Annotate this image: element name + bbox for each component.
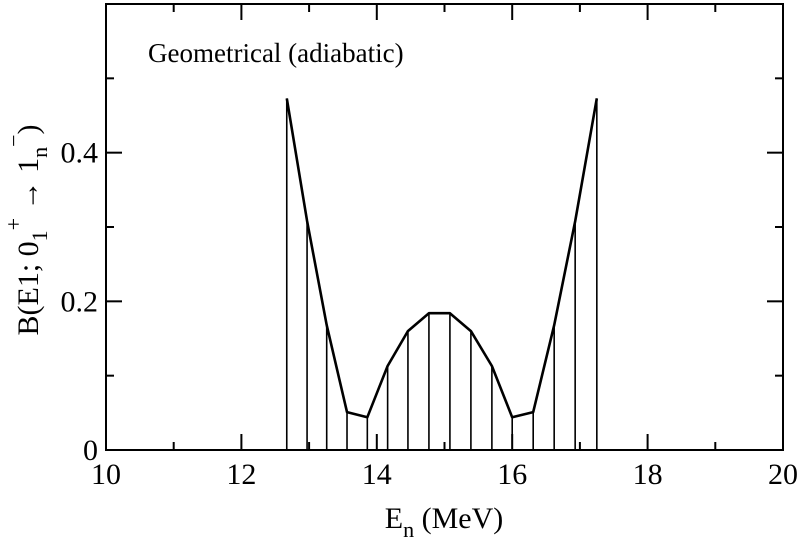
x-tick-label: 14 — [362, 458, 392, 491]
x-tick-labels: 10 12 14 16 18 20 — [91, 458, 798, 491]
x-tick-label: 18 — [633, 458, 663, 491]
y-axis-title-sup2: − — [1, 134, 26, 146]
y-axis-title-part1: B(E1; 0 — [12, 241, 45, 335]
y-axis-title-close: ) — [12, 124, 45, 134]
x-axis-title-rest: (MeV) — [414, 502, 503, 535]
x-tick-label: 20 — [768, 458, 798, 491]
x-tick-label: 12 — [226, 458, 256, 491]
series-line — [285, 98, 599, 419]
x-tick-label: 10 — [91, 458, 121, 491]
x-tick-label: 16 — [497, 458, 527, 491]
y-axis-title: B(E1; 01+ → 1n−) — [1, 124, 52, 335]
x-axis-title-main: E — [385, 502, 403, 535]
y-tick-labels: 0 0.2 0.4 — [61, 137, 99, 467]
y-axis-title-sup1: + — [1, 218, 26, 230]
y-tick-label: 0 — [83, 434, 98, 467]
y-tick-label: 0.4 — [61, 137, 99, 170]
ticks-layer — [105, 4, 784, 451]
x-axis-title: En (MeV) — [385, 502, 503, 542]
y-axis-title-sub2: n — [27, 147, 52, 158]
y-tick-label: 0.2 — [61, 285, 99, 318]
plot-frame — [105, 3, 784, 451]
y-axis-title-arrow: → 1 — [12, 158, 45, 218]
stems-layer — [285, 98, 598, 450]
y-axis-title-sub1: 1 — [27, 230, 52, 241]
x-axis-title-sub: n — [403, 517, 414, 542]
annotation: Geometrical (adiabatic) — [148, 38, 404, 68]
line-layer — [285, 98, 599, 419]
